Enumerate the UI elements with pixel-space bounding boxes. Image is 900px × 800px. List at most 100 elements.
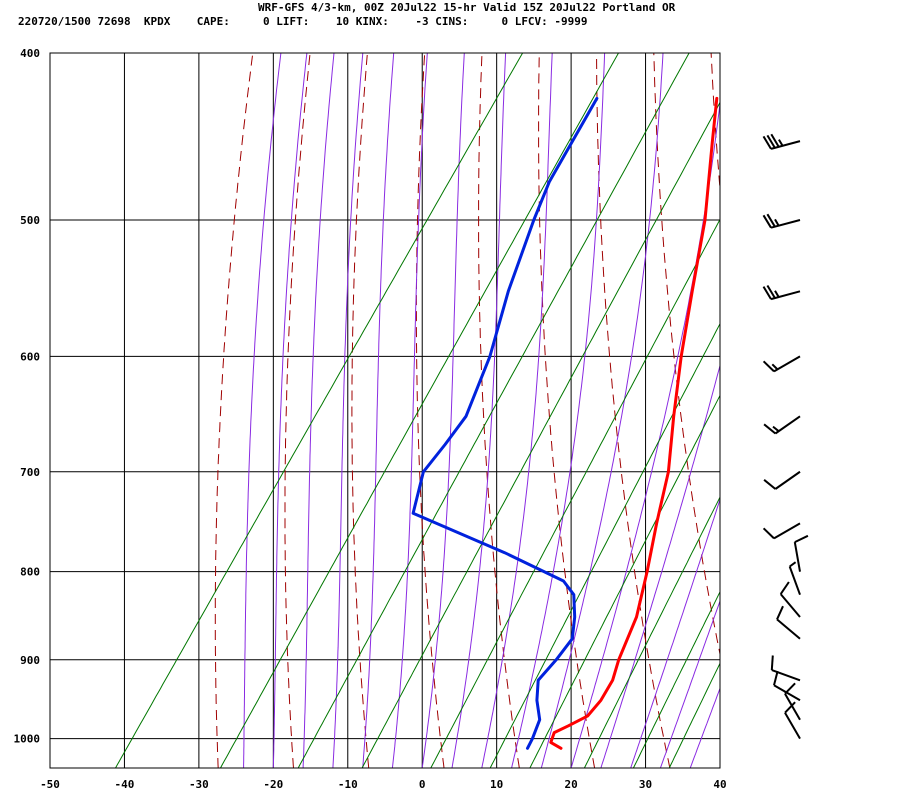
wind-barb	[779, 581, 801, 618]
wind-barb-full-feather	[762, 527, 775, 540]
wind-barb	[776, 605, 801, 640]
dry-adiabat-line	[351, 53, 370, 768]
wind-barb	[770, 655, 801, 682]
wind-barb-full-feather	[794, 534, 809, 544]
moist-adiabat-line	[600, 363, 720, 768]
moist-adiabat-line	[659, 599, 720, 768]
wind-barb-full-feather	[770, 655, 774, 671]
wind-barb-staff	[770, 290, 801, 301]
temperature-tick-label: 30	[639, 778, 652, 791]
wind-barb	[773, 670, 801, 702]
temperature-point	[667, 471, 670, 473]
dry-adiabat-line	[768, 53, 895, 768]
temperature-tick-label: 40	[713, 778, 726, 791]
chart-title: WRF-GFS 4/3-km, 00Z 20Jul22 15-hr Valid …	[258, 1, 676, 14]
dewpoint-point	[503, 551, 506, 554]
dry-adiabat-line	[596, 53, 671, 768]
wind-barb-staff	[774, 415, 801, 435]
temperature-point	[600, 699, 602, 702]
dry-adiabat-line	[284, 53, 311, 768]
wind-barb	[784, 682, 801, 721]
moist-adiabat-line	[689, 686, 720, 768]
mixing-ratio-line	[668, 662, 720, 768]
dry-adiabat-line	[883, 53, 900, 768]
moist-adiabat-line	[332, 53, 364, 768]
thermodynamic-background-lines	[115, 53, 900, 768]
wind-barb	[762, 522, 801, 540]
wind-barb-full-feather	[766, 134, 776, 149]
dewpoint-point	[573, 616, 576, 618]
temperature-point	[553, 731, 555, 734]
wind-barb-full-feather	[776, 605, 784, 620]
moist-adiabat-line	[481, 53, 553, 768]
temperature-tick-label: 20	[564, 778, 577, 791]
temperature-point	[655, 522, 658, 525]
moist-adiabat-line	[570, 99, 720, 768]
mixing-ratio-line	[430, 218, 720, 768]
wind-barb-staff	[784, 693, 801, 721]
wind-barbs	[762, 133, 809, 740]
wind-barb-staff	[776, 618, 801, 640]
dewpoint-point	[596, 97, 598, 100]
wind-barb-full-feather	[784, 701, 796, 714]
mixing-ratio-line	[529, 394, 720, 768]
mixing-ratio-line	[583, 496, 720, 768]
wind-barb	[763, 470, 801, 490]
mixing-ratio-line	[115, 53, 524, 768]
mixing-ratio-line	[297, 53, 690, 768]
wind-barb-staff	[788, 566, 801, 596]
temperature-point	[611, 679, 614, 682]
pressure-tick-label: 800	[20, 566, 40, 579]
wind-barb	[762, 133, 801, 150]
pressure-tick-label: 700	[20, 466, 40, 479]
temperature-point	[711, 140, 714, 142]
dewpoint-point	[489, 355, 491, 358]
temperature-point	[704, 219, 706, 221]
moist-adiabat-line	[362, 53, 395, 768]
wind-barb-half-feather	[774, 290, 780, 298]
temperature-point	[586, 715, 589, 717]
wind-barb-staff	[771, 669, 801, 682]
temperature-point	[716, 97, 718, 100]
mixing-ratio-line	[489, 322, 720, 768]
wind-barb-full-feather	[762, 286, 772, 300]
temperature-tick-label: -50	[40, 778, 60, 791]
dewpoint-point	[526, 747, 529, 750]
moist-adiabat-line	[511, 53, 606, 768]
dry-adiabat-line	[653, 53, 720, 657]
mixing-ratio-line	[220, 53, 619, 768]
dry-adiabat-line	[710, 53, 720, 194]
isotherm-isobar-grid	[49, 52, 721, 768]
dewpoint-point	[548, 180, 551, 183]
wind-barb-full-feather	[763, 423, 777, 435]
dewpoint-point	[537, 679, 539, 682]
moist-adiabat-line	[243, 53, 282, 768]
dewpoint-point	[562, 580, 565, 582]
sounding-profiles	[411, 96, 719, 750]
station-indices-line: 220720/1500 72698 KPDX CAPE: 0 LIFT: 10 …	[18, 15, 588, 28]
dry-adiabat-line	[214, 53, 254, 768]
wind-barb	[762, 213, 801, 229]
dewpoint-point	[465, 415, 467, 418]
dewpoint-point	[444, 443, 446, 446]
dry-adiabat-line	[826, 53, 900, 768]
temperature-point	[646, 570, 648, 573]
dewpoint-point	[538, 718, 541, 721]
wind-barb-staff	[774, 470, 801, 490]
dewpoint-point	[507, 290, 510, 293]
axis-tick-labels: 400 500 600 700 800 900 1000 -50 -40 -30 -20 -10 0 10…	[14, 47, 727, 791]
dry-adiabat-line	[538, 53, 596, 768]
moist-adiabat-line	[391, 53, 428, 768]
temperature-point	[635, 616, 638, 618]
wind-barb-staff	[773, 522, 801, 540]
wind-barb	[763, 415, 801, 435]
temperature-tick-label: -30	[189, 778, 209, 791]
dewpoint-point	[412, 512, 414, 515]
temperature-tick-label: 10	[490, 778, 503, 791]
dewpoint-profile-line	[411, 96, 599, 750]
temperature-tick-label: -40	[115, 778, 135, 791]
wind-barb	[762, 284, 801, 301]
dry-adiabat-line	[415, 53, 445, 768]
dewpoint-point	[536, 699, 538, 702]
